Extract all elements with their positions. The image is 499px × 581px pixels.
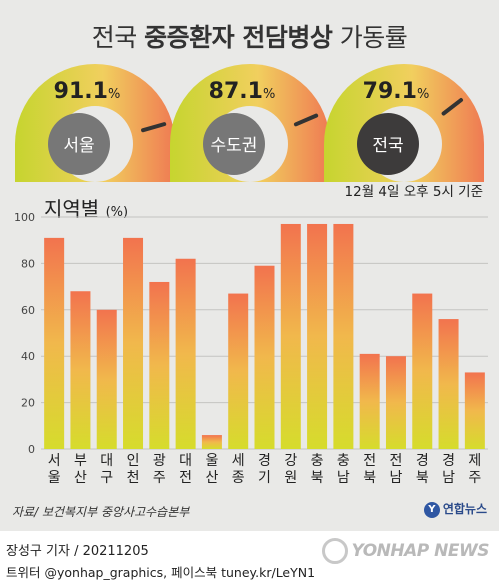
bar-전남 (385, 356, 406, 449)
x-tick-label: 산 (205, 470, 218, 486)
x-tick-label: 주 (153, 470, 166, 486)
y-tick-label: 0 (28, 443, 35, 456)
x-tick-label: 광 (153, 453, 166, 469)
bar-경북 (412, 293, 433, 449)
bar-제주 (464, 372, 485, 449)
y-tick-label: 20 (21, 397, 35, 410)
watermark-icon (321, 538, 348, 564)
y-tick-label: 100 (14, 211, 35, 224)
title-emphasis: 중증환자 전담병상 (144, 23, 333, 52)
source-note: 자료/ 보건복지부 중앙사고수습본부 (12, 505, 190, 519)
x-tick-label: 북 (363, 470, 376, 486)
x-tick-label: 전 (363, 453, 376, 469)
data-basis-note: 12월 4일 오후 5시 기준 (344, 184, 483, 200)
x-tick-label: 제 (468, 453, 481, 469)
title-suffix: 가동률 (332, 23, 408, 52)
x-tick-label: 충 (311, 453, 324, 469)
x-tick-label: 구 (100, 470, 113, 486)
x-tick-label: 경 (258, 453, 271, 469)
x-tick-label: 강 (284, 453, 297, 469)
x-tick-label: 천 (127, 470, 140, 486)
gauge-nationwide: 79.1% 전국 (324, 64, 484, 182)
gauge-label: 수도권 (211, 136, 258, 156)
x-tick-label: 북 (416, 470, 429, 486)
gauge-needle (293, 113, 319, 127)
x-tick-label: 전 (179, 470, 192, 486)
bar-전북 (359, 353, 380, 449)
bar-울산 (201, 435, 222, 449)
gauge-seoul: 91.1% 서울 (15, 64, 175, 182)
x-tick-label: 전 (390, 453, 403, 469)
y-axis-ticks: 0 20 40 60 80 100 (14, 211, 35, 456)
x-tick-label: 산 (74, 470, 87, 486)
bar-경남 (438, 319, 459, 449)
x-tick-label: 원 (284, 470, 297, 486)
y-tick-label: 40 (21, 350, 35, 363)
x-tick-label: 남 (442, 470, 455, 486)
x-tick-label: 남 (337, 470, 350, 486)
gauge-value: 79.1% (363, 79, 430, 104)
x-tick-label: 대 (179, 453, 192, 469)
bar-광주 (149, 281, 170, 449)
x-tick-label: 세 (232, 453, 245, 469)
bar-충남 (333, 223, 354, 449)
gauge-label: 전국 (372, 136, 403, 156)
gauge-value: 87.1% (209, 79, 276, 104)
gauge-needle (141, 122, 167, 133)
x-tick-label: 경 (442, 453, 455, 469)
brand-icon: Y (423, 501, 440, 518)
x-tick-label: 대 (100, 453, 113, 469)
x-tick-label: 기 (258, 470, 271, 486)
infographic-card: 전국 중증환자 전담병상 가동률 91.1% 서울 87.1% 수도권 79.1… (0, 0, 499, 531)
bar-강원 (280, 223, 301, 449)
page-title: 전국 중증환자 전담병상 가동률 (0, 18, 499, 54)
gauge-capital-area: 87.1% 수도권 (170, 64, 330, 182)
x-tick-label: 충 (337, 453, 350, 469)
x-tick-label: 인 (127, 453, 140, 469)
x-tick-label: 남 (390, 470, 403, 486)
gauge-value: 91.1% (54, 79, 121, 104)
x-tick-label: 종 (232, 470, 245, 486)
y-tick-label: 80 (21, 257, 35, 270)
watermark: YONHAP NEWS (321, 538, 490, 564)
bar-경기 (254, 265, 275, 449)
bar-대구 (96, 309, 117, 449)
x-tick-label: 서 (48, 453, 61, 469)
x-tick-label: 북 (311, 470, 324, 486)
bar-충북 (307, 223, 328, 449)
author-credit: 장성구 기자 / 20211205 (6, 544, 149, 559)
bar-서울 (44, 237, 65, 449)
bar-세종 (228, 293, 249, 449)
x-tick-label: 경 (416, 453, 429, 469)
social-credit: 트위터 @yonhap_graphics, 페이스북 tuney.kr/LeYN… (6, 565, 316, 580)
gauge-label: 서울 (63, 136, 94, 156)
title-prefix: 전국 (91, 23, 145, 52)
bars (44, 223, 485, 449)
bar-인천 (123, 237, 144, 449)
bar-대전 (175, 258, 196, 449)
gauge-needle (441, 98, 464, 116)
x-tick-label: 울 (48, 470, 61, 486)
x-tick-label: 주 (468, 470, 481, 486)
y-tick-label: 60 (21, 304, 35, 317)
bar-부산 (70, 291, 91, 449)
x-tick-label: 부 (74, 453, 87, 469)
brand-logo: Y 연합뉴스 (423, 500, 487, 518)
x-tick-label: 울 (205, 453, 218, 469)
